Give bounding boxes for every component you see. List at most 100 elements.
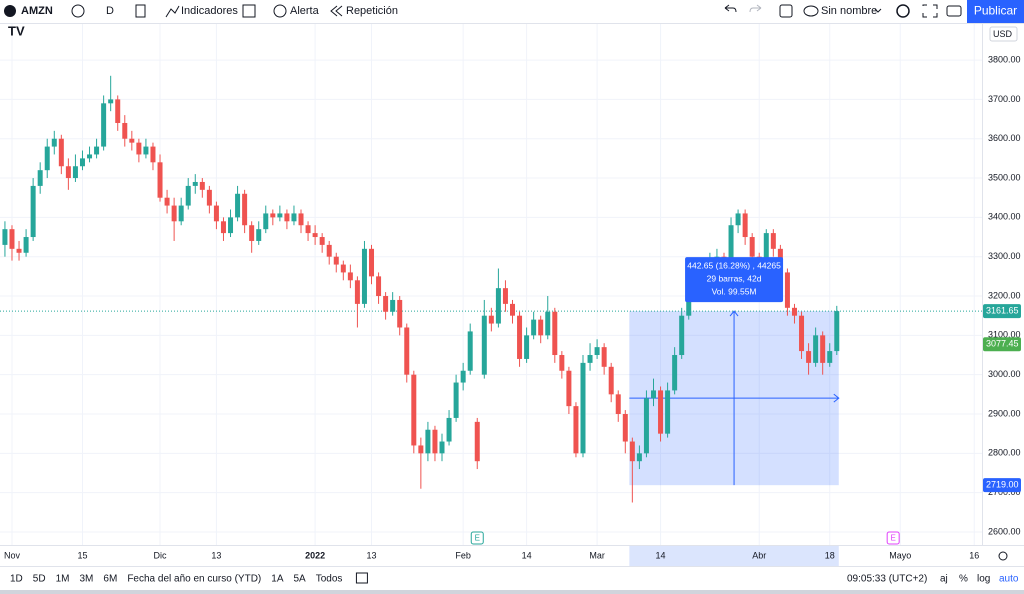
x-tick-label: 15 <box>77 550 87 560</box>
undo[interactable] <box>724 4 737 13</box>
candle-body <box>531 319 537 336</box>
symbol-logo[interactable] <box>4 5 16 17</box>
candle-body <box>369 248 375 277</box>
candle-body <box>376 276 382 297</box>
screenshot[interactable] <box>946 5 962 17</box>
earnings-marker-label[interactable]: E <box>475 534 480 543</box>
range-button[interactable]: 1M <box>56 574 70 585</box>
currency[interactable]: USD <box>993 29 1013 39</box>
alert[interactable]: Alerta <box>290 5 320 17</box>
date-range-icon[interactable] <box>355 572 368 584</box>
alert-icon[interactable] <box>273 4 287 18</box>
candle-body <box>643 398 649 454</box>
range-button[interactable]: Todos <box>316 574 343 585</box>
candle-body <box>383 296 389 312</box>
candle-body <box>545 311 551 336</box>
x-tick-label: Dic <box>154 550 167 560</box>
candle-body <box>404 327 410 375</box>
candle-body <box>601 347 607 367</box>
candle-body <box>502 288 508 304</box>
candle-body <box>171 205 177 222</box>
earnings-marker[interactable] <box>470 531 484 545</box>
candle-body <box>136 142 142 155</box>
candle-body <box>552 311 558 356</box>
redo[interactable] <box>749 4 762 13</box>
candle-body <box>566 370 572 407</box>
candle-body <box>164 197 170 206</box>
measure-label: 442.65 (16.28%) , 44265 <box>687 260 781 270</box>
earnings-marker-label[interactable]: E <box>891 534 896 543</box>
range-button[interactable]: 6M <box>103 574 117 585</box>
time-range-highlight <box>629 546 839 566</box>
candle-body <box>228 217 234 234</box>
indicators[interactable]: Indicadores <box>181 5 238 17</box>
candle-body <box>340 264 346 273</box>
candle-body <box>728 225 734 269</box>
candle-body <box>488 315 494 324</box>
select-layout[interactable] <box>779 4 793 18</box>
candle-body <box>679 315 685 356</box>
candle-body <box>312 233 318 238</box>
earnings-marker[interactable] <box>886 531 900 545</box>
publish[interactable]: Publicar <box>974 4 1017 18</box>
range-button[interactable]: 1D <box>10 574 23 585</box>
candle-body <box>115 99 121 123</box>
chart-type[interactable] <box>135 4 146 18</box>
range-button[interactable]: Fecha del año en curso (YTD) <box>127 574 261 585</box>
candle-body <box>30 185 36 238</box>
candle-body <box>101 103 107 147</box>
indicators-icon[interactable] <box>165 5 180 18</box>
candle-body <box>178 205 184 222</box>
range-button[interactable]: 5A <box>294 574 307 585</box>
y-tick-label: 2900.00 <box>988 408 1021 418</box>
candle-body <box>192 181 198 186</box>
candle-body <box>65 166 71 179</box>
ma-price-label-badge <box>983 337 1021 352</box>
candle-body <box>361 248 367 304</box>
candle-body <box>742 213 748 238</box>
axis-settings[interactable] <box>998 551 1008 561</box>
measure-label: Vol. 99.55M <box>712 286 757 296</box>
scale-option[interactable]: aj <box>940 574 948 585</box>
fullscreen[interactable] <box>922 4 938 18</box>
add-symbol[interactable] <box>71 4 85 18</box>
scale-option[interactable]: log <box>977 574 990 585</box>
y-tick-label: 3100.00 <box>988 330 1021 340</box>
candle-body <box>347 272 353 281</box>
candle-body <box>650 390 656 399</box>
currency-box[interactable] <box>989 26 1018 42</box>
measure-label-box <box>685 257 784 303</box>
y-tick-label: 3500.00 <box>988 172 1021 182</box>
y-tick-label: 2800.00 <box>988 448 1021 458</box>
scale-option[interactable]: % <box>959 574 968 585</box>
candle-body <box>249 225 255 241</box>
replay[interactable]: Repetición <box>346 5 398 17</box>
layout-menu[interactable] <box>874 8 882 13</box>
range-button[interactable]: 3M <box>80 574 94 585</box>
range-button[interactable]: 1A <box>271 574 284 585</box>
replay-icon[interactable] <box>330 5 343 17</box>
settings[interactable] <box>896 4 910 18</box>
interval[interactable]: D <box>106 5 114 17</box>
measure-from-badge <box>983 478 1021 493</box>
scale-option[interactable]: auto <box>999 574 1019 585</box>
symbol[interactable]: AMZN <box>21 5 53 17</box>
x-tick-label: Mar <box>589 550 605 560</box>
candle-body <box>446 417 452 442</box>
candle-body <box>735 213 741 226</box>
cloud-icon[interactable] <box>803 5 819 17</box>
layouts[interactable] <box>242 4 256 18</box>
clock: 09:05:33 (UTC+2) <box>847 574 927 585</box>
layout-name[interactable]: Sin nombre <box>821 5 877 17</box>
candle-body <box>467 331 473 371</box>
candle-body <box>108 99 114 104</box>
publish-button[interactable] <box>967 0 1024 23</box>
candle-body <box>354 280 360 304</box>
range-button[interactable]: 5D <box>33 574 46 585</box>
candle-body <box>573 406 579 454</box>
candle-body <box>16 248 22 253</box>
bottom-edge <box>0 590 1024 594</box>
candle-body <box>277 213 283 218</box>
y-tick-label: 3800.00 <box>988 54 1021 64</box>
candle-body <box>658 390 664 434</box>
